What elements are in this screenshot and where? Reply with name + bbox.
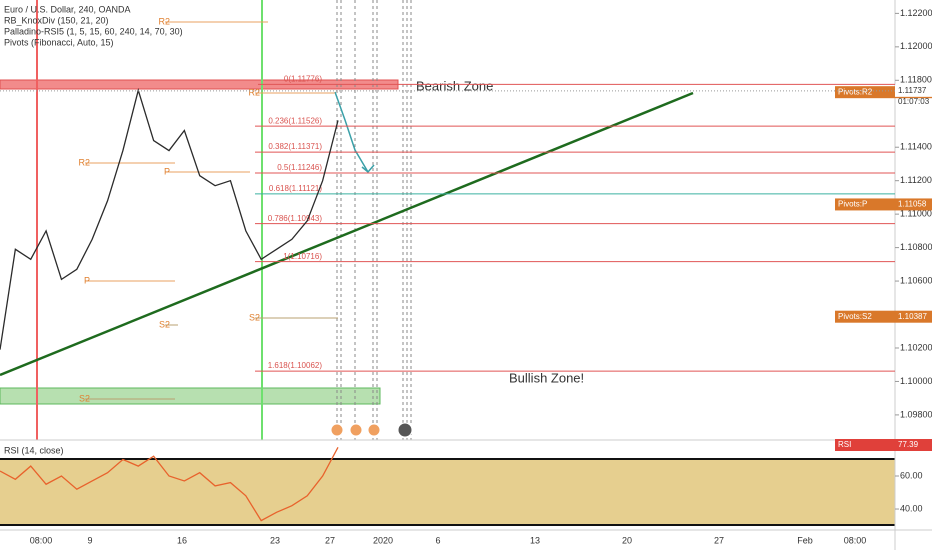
price-tag: [835, 310, 932, 323]
indicator: RB_KnoxDiv (150, 21, 20): [4, 15, 109, 25]
zone-label: Bullish Zone!: [509, 370, 584, 385]
price-tag-name: Pivots:R2: [838, 87, 873, 96]
indicator: Pivots (Fibonacci, Auto, 15): [4, 37, 114, 47]
price-tag: [895, 84, 932, 97]
y-tick-label: 1.12000: [900, 41, 932, 51]
fib-label: 0.5(1.11246): [277, 163, 322, 172]
x-tick-label: 08:00: [844, 535, 867, 545]
pivot-label: S2: [249, 312, 260, 322]
y-tick-label: 1.09800: [900, 409, 932, 419]
y-tick-label: 60.00: [900, 470, 923, 480]
rsi-title: RSI (14, close): [4, 445, 64, 455]
y-tick-label: 1.11200: [900, 175, 932, 185]
projection-arrow: [334, 91, 369, 173]
fib-label: 0.382(1.11371): [268, 142, 322, 151]
series-line: [0, 87, 339, 350]
countdown: 01:07:03: [898, 97, 930, 106]
price-tag: [835, 198, 932, 211]
rsi-band: [0, 459, 895, 525]
trend-line: [0, 91, 694, 377]
x-tick-label: Feb: [797, 535, 813, 545]
pivot-label: R2: [78, 157, 90, 167]
y-tick-label: 1.10800: [900, 242, 932, 252]
fib-label: 1.618(1.10062): [268, 361, 323, 370]
arrow-head: [361, 164, 375, 174]
fib-label: 0(1.11776): [284, 74, 322, 83]
price-tag-name: RSI: [838, 440, 851, 449]
x-tick-label: 9: [87, 535, 92, 545]
y-tick-label: 1.10000: [900, 376, 932, 386]
y-tick-label: 1.10600: [900, 275, 932, 285]
symbol: Euro / U.S. Dollar, 240, OANDA: [4, 4, 131, 14]
pivot-label: S2: [79, 393, 90, 403]
price-tag-name: Pivots:S2: [838, 312, 872, 321]
y-tick-label: 1.11000: [900, 209, 932, 219]
fib-label: 0.618(1.11121): [269, 184, 322, 193]
y-tick-label: 1.11800: [900, 75, 932, 85]
x-tick-label: 27: [325, 535, 335, 545]
series-line: [0, 446, 339, 522]
fib-label: 0.236(1.11526): [268, 116, 322, 125]
x-tick-label: 23: [270, 535, 280, 545]
price-tag-value: 1.11058: [898, 200, 927, 209]
pivot-label: P: [84, 275, 90, 285]
price-tag: [835, 439, 932, 451]
x-tick-label: 08:00: [30, 535, 53, 545]
x-tick-label: 16: [177, 535, 187, 545]
x-tick-label: 13: [530, 535, 540, 545]
x-tick-label: 6: [435, 535, 440, 545]
price-tag-value: 1.11737: [898, 86, 927, 95]
fib-label: 1(1.10716): [283, 252, 322, 261]
pivot-label: R2: [158, 16, 170, 26]
x-tick-label: 20: [622, 535, 632, 545]
price-tag-name: Pivots:P: [838, 200, 867, 209]
price-tag-value: 1.10387: [898, 312, 927, 321]
y-tick-label: 1.11400: [900, 142, 932, 152]
bullish-zone: [0, 387, 381, 405]
price-tag-value: 77.39: [898, 440, 919, 449]
fib-label: 0.786(1.10943): [268, 214, 323, 223]
indicator: Palladino-RSI5 (1, 5, 15, 60, 240, 14, 7…: [4, 26, 183, 36]
pivot-label: R2: [248, 87, 260, 97]
pivot-label: S2: [159, 319, 170, 329]
zone-label: Bearish Zone: [416, 78, 493, 93]
x-tick-label: 2020: [373, 535, 393, 545]
event-icons: [330, 422, 413, 438]
y-tick-label: 1.10200: [900, 342, 932, 352]
pivot-label: P: [164, 166, 170, 176]
y-tick-label: 1.12200: [900, 8, 932, 18]
x-tick-label: 27: [714, 535, 724, 545]
session-lines: [336, 0, 412, 440]
y-tick-label: 40.00: [900, 503, 923, 513]
